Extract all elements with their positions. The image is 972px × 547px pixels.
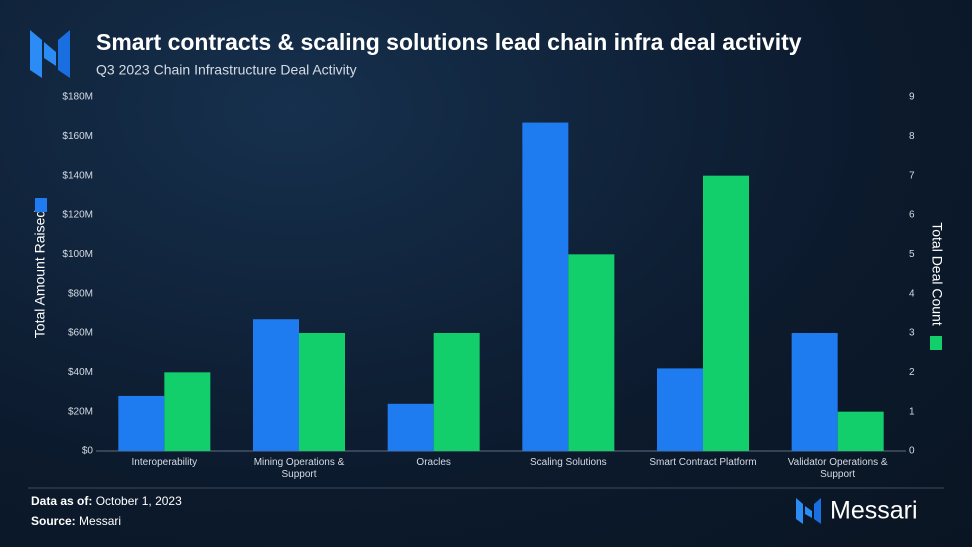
brand-name: Messari bbox=[830, 497, 918, 525]
date: October 1, 2023 bbox=[95, 494, 182, 508]
bar bbox=[387, 403, 434, 451]
y-tick-label: $100M bbox=[62, 249, 93, 260]
bar bbox=[522, 122, 569, 452]
y-tick-label: $60M bbox=[68, 328, 93, 339]
y2-tick-label: 1 bbox=[909, 406, 915, 417]
y-tick-label: $80M bbox=[68, 288, 93, 299]
y-tick-label: $180M bbox=[62, 92, 93, 103]
y2-tick-label: 7 bbox=[909, 170, 915, 181]
legend-swatch bbox=[930, 336, 942, 350]
x-tick-label: Validator Operations & Support bbox=[787, 457, 888, 480]
x-tick-label: Scaling Solutions bbox=[529, 457, 607, 468]
logo bbox=[30, 30, 70, 78]
y-tick-label: $120M bbox=[62, 210, 93, 221]
y2-tick-label: 9 bbox=[909, 92, 915, 103]
bar bbox=[568, 254, 615, 451]
y-tick-label: $160M bbox=[62, 131, 93, 142]
x-tick-label: Oracles bbox=[416, 457, 451, 468]
y-tick-label: $20M bbox=[68, 406, 93, 417]
date-label: Data as of: bbox=[31, 494, 93, 508]
source: Messari bbox=[79, 514, 122, 528]
y-tick-label: $0 bbox=[82, 446, 94, 457]
y2-tick-label: 8 bbox=[909, 131, 915, 142]
source-line: Source: Messari bbox=[31, 514, 121, 528]
axis-title: Total Amount Raised bbox=[32, 210, 48, 338]
y2-tick-label: 6 bbox=[909, 210, 915, 221]
y2-tick-label: 0 bbox=[909, 446, 915, 457]
x-tick-label: Smart Contract Platform bbox=[649, 457, 757, 468]
bar bbox=[299, 333, 345, 451]
chart-subtitle: Q3 2023 Chain Infrastructure Deal Activi… bbox=[96, 62, 357, 78]
x-tick-label: Interoperability bbox=[131, 457, 198, 468]
bar bbox=[657, 368, 703, 451]
y2-tick-label: 5 bbox=[909, 249, 915, 260]
date-line: Data as of: October 1, 2023 bbox=[31, 494, 182, 508]
y2-tick-label: 2 bbox=[909, 367, 915, 378]
chart-title: Smart contracts & scaling solutions lead… bbox=[96, 29, 802, 55]
axis-title: Total Deal Count bbox=[929, 222, 945, 326]
bar bbox=[837, 411, 884, 451]
bar bbox=[703, 175, 749, 451]
bar bbox=[791, 333, 838, 451]
legend-swatch bbox=[35, 198, 47, 212]
bar bbox=[164, 372, 211, 451]
bar bbox=[433, 333, 480, 451]
y2-tick-label: 4 bbox=[909, 288, 915, 299]
x-tick-label: Mining Operations & Support bbox=[253, 457, 345, 480]
source-label: Source: bbox=[31, 514, 76, 528]
bar bbox=[118, 395, 165, 451]
y2-tick-label: 3 bbox=[909, 328, 915, 339]
y-tick-label: $40M bbox=[68, 367, 93, 378]
bar bbox=[253, 319, 299, 451]
brand-logo bbox=[796, 498, 821, 524]
y-tick-label: $140M bbox=[62, 170, 93, 181]
